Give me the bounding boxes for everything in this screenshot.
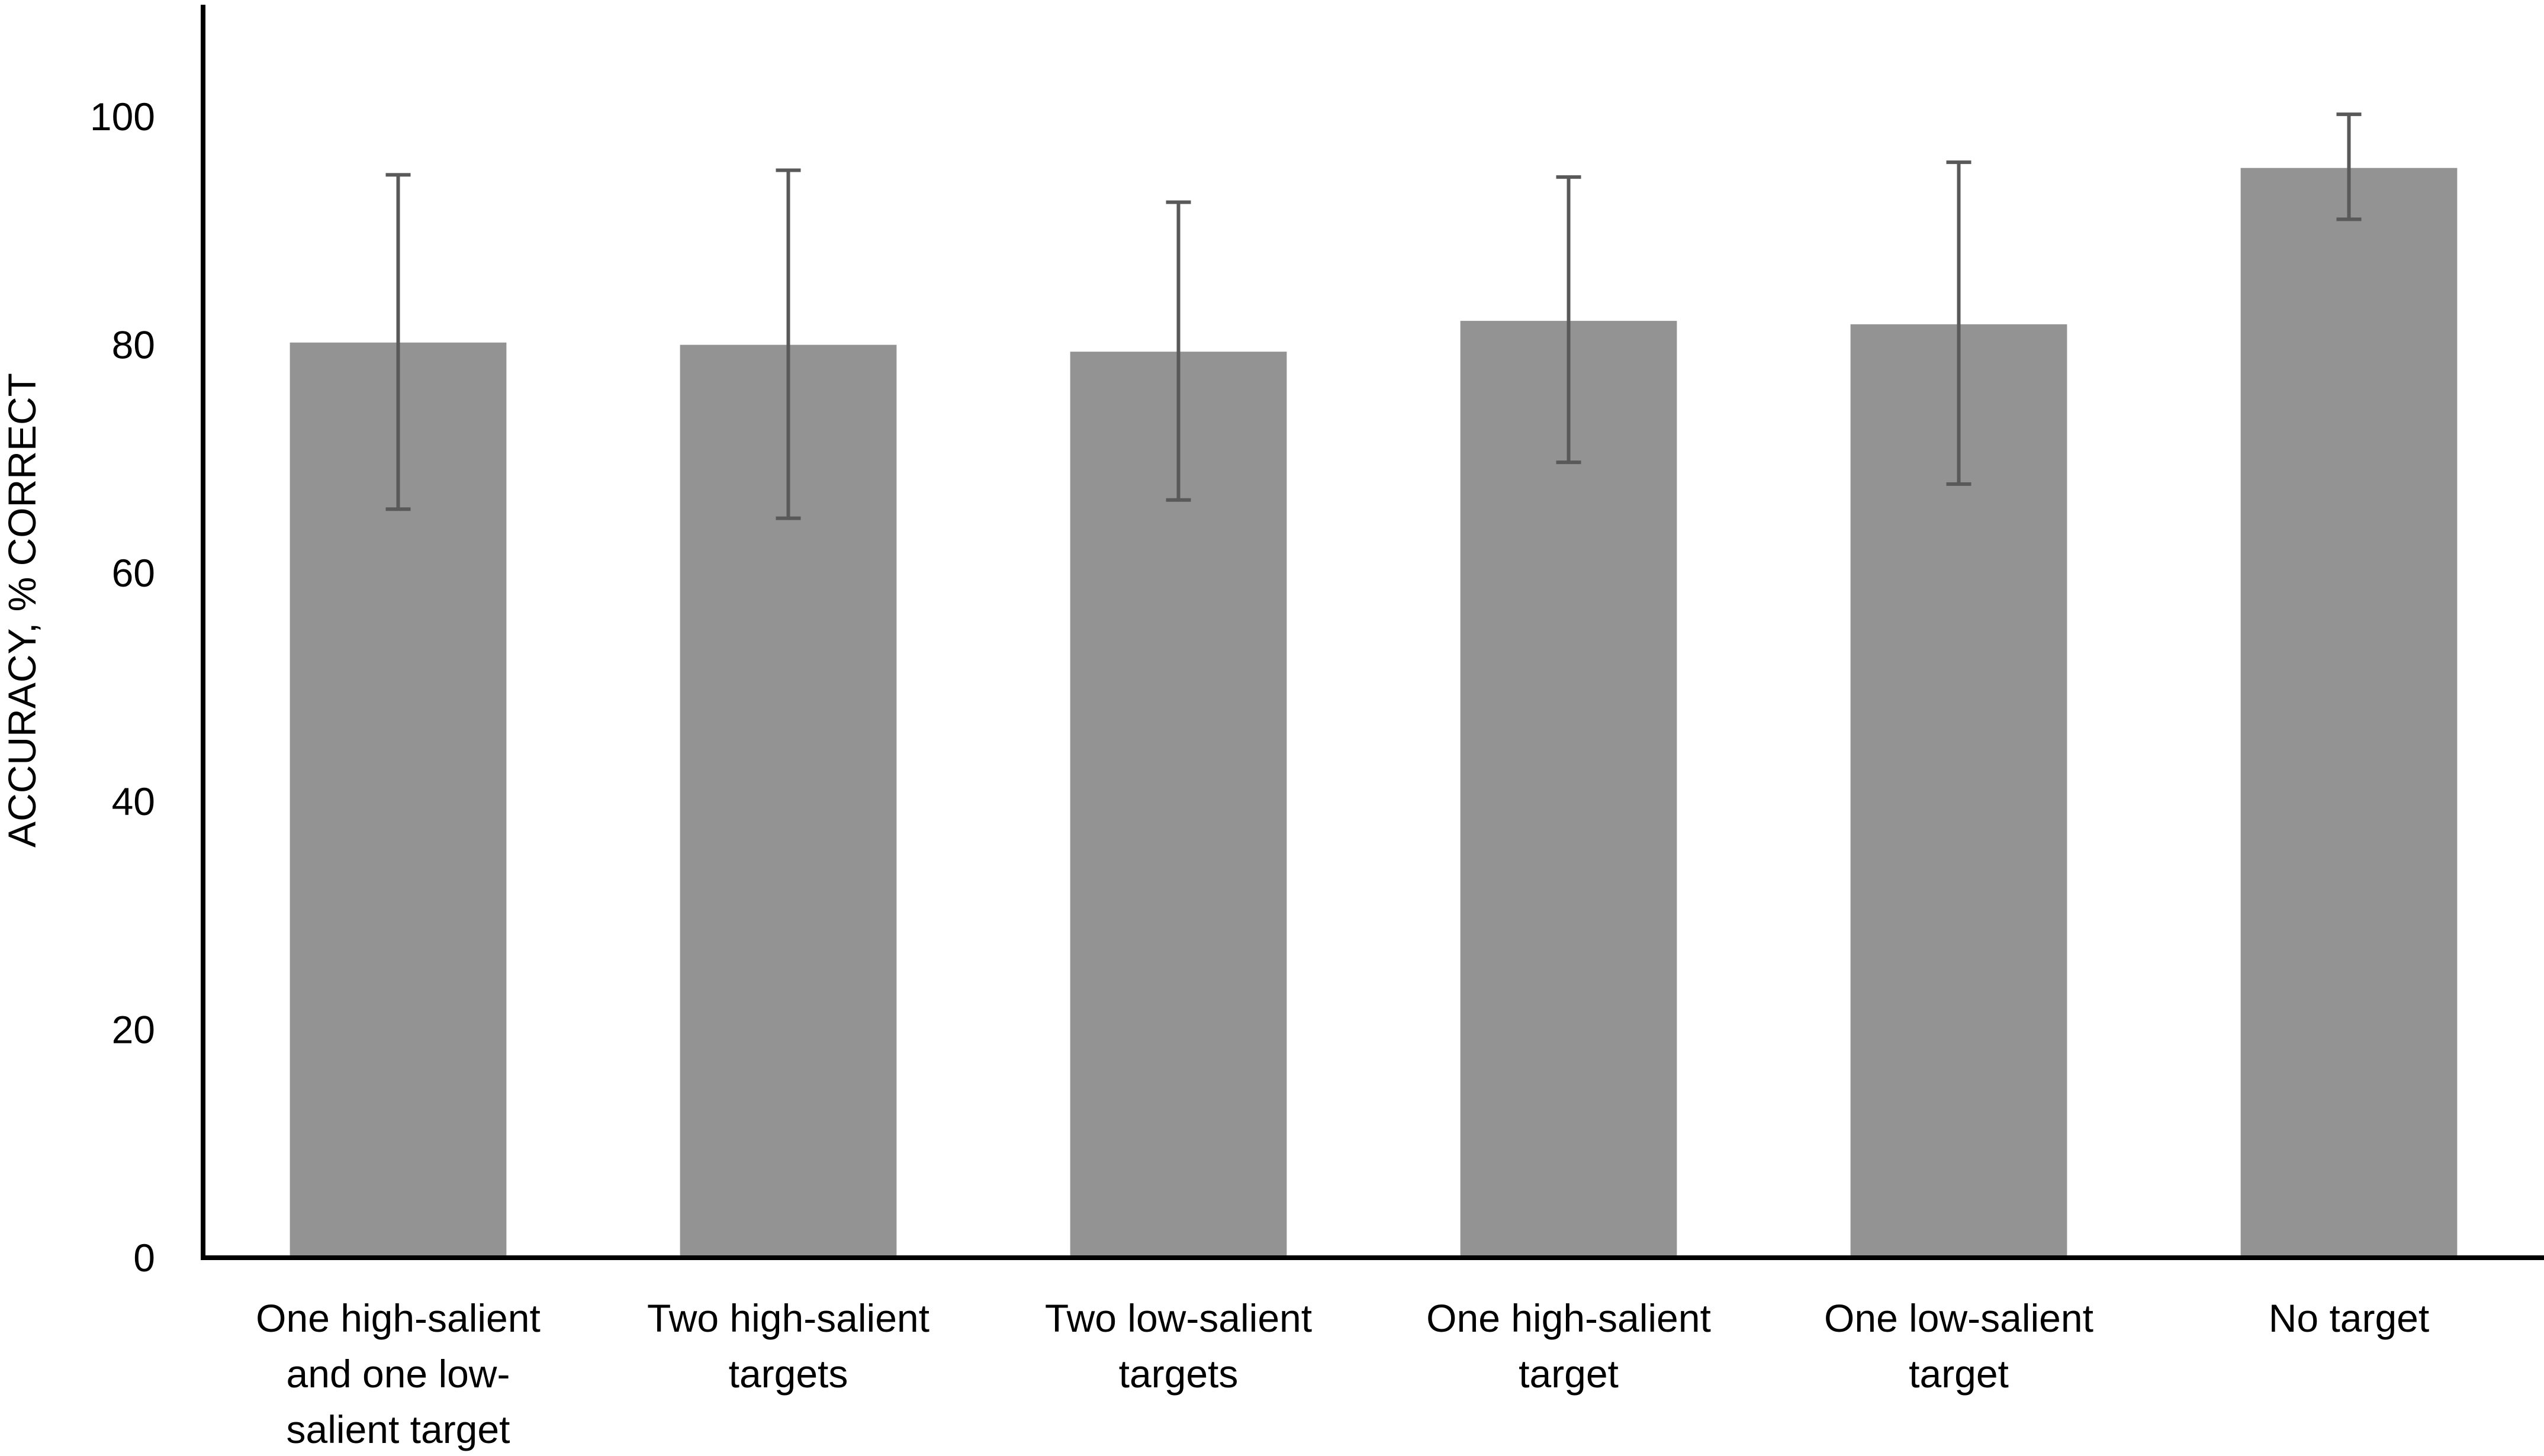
x-tick-label: Two low-salient targets bbox=[1045, 1296, 1312, 1396]
x-tick-label: No target bbox=[2269, 1296, 2429, 1340]
x-tick-label-line: No target bbox=[2269, 1296, 2429, 1340]
x-tick-label: Two high-salient targets bbox=[647, 1296, 930, 1396]
y-axis-title: ACCURACY, % CORRECT bbox=[0, 373, 44, 848]
y-tick-label: 20 bbox=[112, 1007, 155, 1051]
x-tick-label-line: salient target bbox=[287, 1407, 510, 1451]
x-tick-label-line: targets bbox=[729, 1352, 848, 1396]
error-bar bbox=[1166, 200, 1191, 502]
x-tick-label: One high-salient and one low-salient targ… bbox=[256, 1296, 541, 1451]
y-tick-label: 40 bbox=[112, 779, 155, 823]
x-tick-label-line: target bbox=[1909, 1352, 2009, 1396]
x-tick-label-line: targets bbox=[1119, 1352, 1239, 1396]
error-bar bbox=[385, 173, 411, 511]
x-tick-label-line: target bbox=[1519, 1352, 1619, 1396]
x-tick-label: One low-salient target bbox=[1824, 1296, 2093, 1396]
y-tick-label: 60 bbox=[112, 551, 155, 595]
x-tick-label-line: One high-salient bbox=[256, 1296, 541, 1340]
error-bar bbox=[1556, 175, 1581, 465]
y-tick-label: 0 bbox=[133, 1236, 155, 1280]
x-tick-label-line: and one low- bbox=[287, 1352, 510, 1396]
bar bbox=[1070, 352, 1287, 1258]
x-tick-label-line: Two low-salient bbox=[1045, 1296, 1312, 1340]
x-tick-label-line: Two high-salient bbox=[647, 1296, 930, 1340]
x-tick-label: One high-salient target bbox=[1426, 1296, 1711, 1396]
y-axis-ticks: 0 20 40 60 80 100 bbox=[90, 95, 155, 1280]
error-bars bbox=[385, 112, 2362, 520]
bar bbox=[1460, 321, 1677, 1258]
bars bbox=[290, 167, 2458, 1258]
error-bar bbox=[2336, 112, 2362, 221]
x-tick-label-line: One high-salient bbox=[1426, 1296, 1711, 1340]
x-axis-labels: One high-salient and one low-salient targ… bbox=[256, 1296, 2429, 1451]
x-tick-label-line: One low-salient bbox=[1824, 1296, 2093, 1340]
error-bar bbox=[1946, 160, 1971, 486]
y-tick-label: 100 bbox=[90, 95, 155, 138]
y-tick-label: 80 bbox=[112, 323, 155, 367]
bar bbox=[2240, 167, 2458, 1258]
error-bar bbox=[776, 168, 801, 520]
